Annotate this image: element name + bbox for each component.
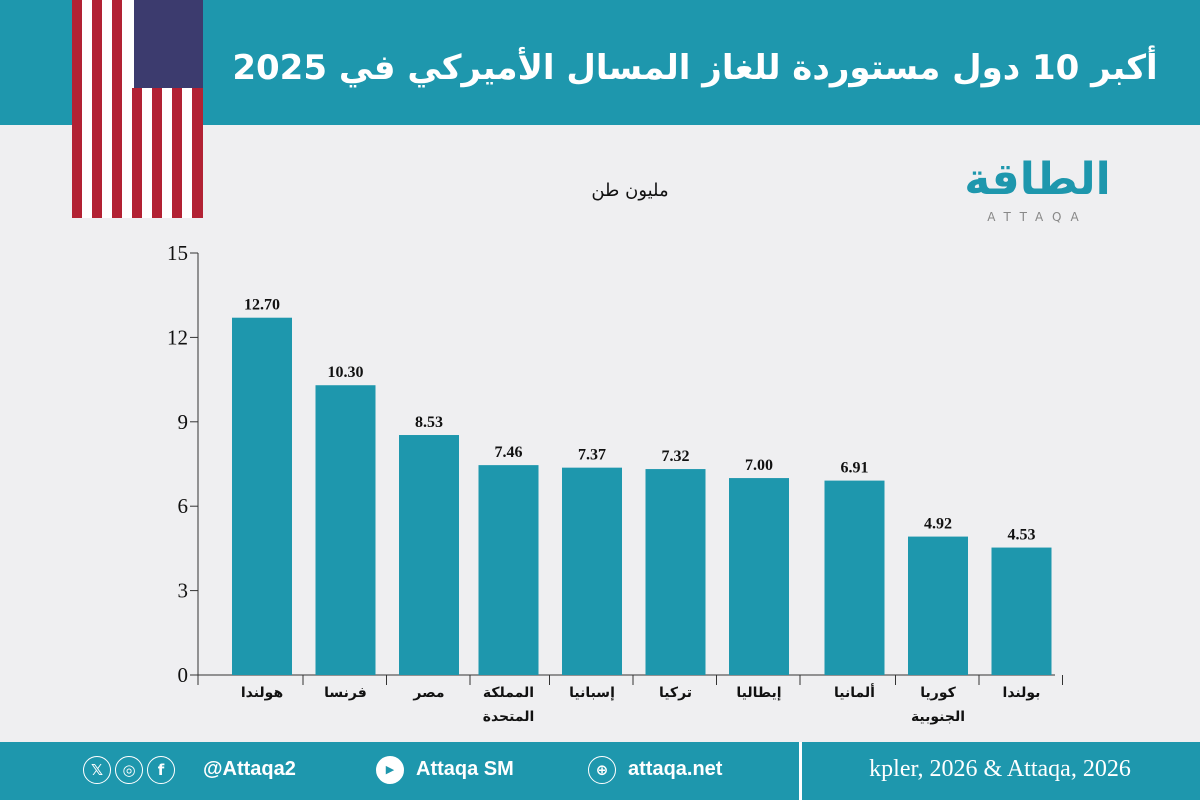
globe-icon[interactable]: ⊕ (588, 756, 616, 784)
chart-title: أكبر 10 دول مستوردة للغاز المسال الأميرك… (232, 48, 1158, 88)
y-tick-label: 3 (178, 579, 189, 603)
youtube-icon[interactable]: ▶ (376, 756, 404, 784)
x-tick-label: بولندا (1003, 685, 1041, 701)
data-label: 12.70 (244, 297, 280, 314)
data-label: 7.00 (745, 457, 773, 474)
x-tick-label: تركيا (659, 685, 692, 701)
data-label: 7.37 (578, 447, 606, 464)
bar-chart: 0 3 6 9 12 15 12.70 هولندا 10.30 فرنسا 8.53 مصر 7.46… (167, 241, 1063, 725)
x-tick-label: إسبانيا (569, 685, 615, 701)
y-tick-label: 9 (178, 410, 189, 434)
x-tick-label: مصر (412, 685, 444, 701)
y-tick-label: 6 (178, 494, 189, 518)
bar (729, 478, 789, 675)
footer-divider (799, 742, 802, 800)
data-label: 7.46 (495, 444, 523, 461)
social-handle[interactable]: @Attaqa2 (203, 758, 296, 780)
bar (824, 480, 885, 675)
logo-english: ATTAQA (987, 210, 1088, 224)
x-tick-label: المملكة (483, 685, 534, 701)
bar (562, 467, 622, 675)
data-label: 10.30 (328, 364, 364, 381)
bar (908, 536, 968, 675)
source-text: kpler, 2026 & Attaqa, 2026 (869, 756, 1131, 782)
us-flag-icon (72, 0, 203, 218)
attaqa-logo: الطاقة ATTAQA (930, 150, 1145, 240)
y-tick-label: 0 (178, 663, 189, 687)
y-axis-unit: مليون طن (591, 180, 669, 201)
footer: 𝕏 ◎ f @Attaqa2 ▶ Attaqa SM ⊕ attaqa.net … (0, 742, 1200, 800)
data-label: 4.53 (1008, 527, 1036, 544)
x-icon[interactable]: 𝕏 (83, 756, 111, 784)
logo-arabic: الطاقة (964, 154, 1111, 205)
y-tick-label: 15 (167, 241, 188, 265)
data-label: 8.53 (415, 414, 443, 431)
bar (315, 385, 376, 675)
bar (478, 465, 539, 675)
x-tick-label: كوريا (920, 685, 956, 701)
x-tick-label: الجنوبية (911, 709, 965, 725)
x-tick-label: فرنسا (324, 685, 367, 701)
facebook-icon[interactable]: f (147, 756, 175, 784)
x-tick-label: هولندا (241, 685, 283, 701)
youtube-channel[interactable]: Attaqa SM (416, 758, 514, 780)
bar (991, 547, 1052, 675)
x-tick-label: المتحدة (483, 709, 535, 725)
website-link[interactable]: attaqa.net (628, 758, 723, 780)
instagram-icon[interactable]: ◎ (115, 756, 143, 784)
x-tick-label: إيطاليا (736, 685, 781, 701)
x-tick-label: ألمانيا (834, 683, 875, 701)
bar (399, 435, 459, 675)
y-tick-label: 12 (167, 325, 188, 349)
data-label: 4.92 (924, 516, 952, 533)
bar (645, 469, 706, 675)
bar (232, 317, 292, 675)
data-label: 7.32 (662, 448, 690, 465)
data-label: 6.91 (841, 460, 869, 477)
